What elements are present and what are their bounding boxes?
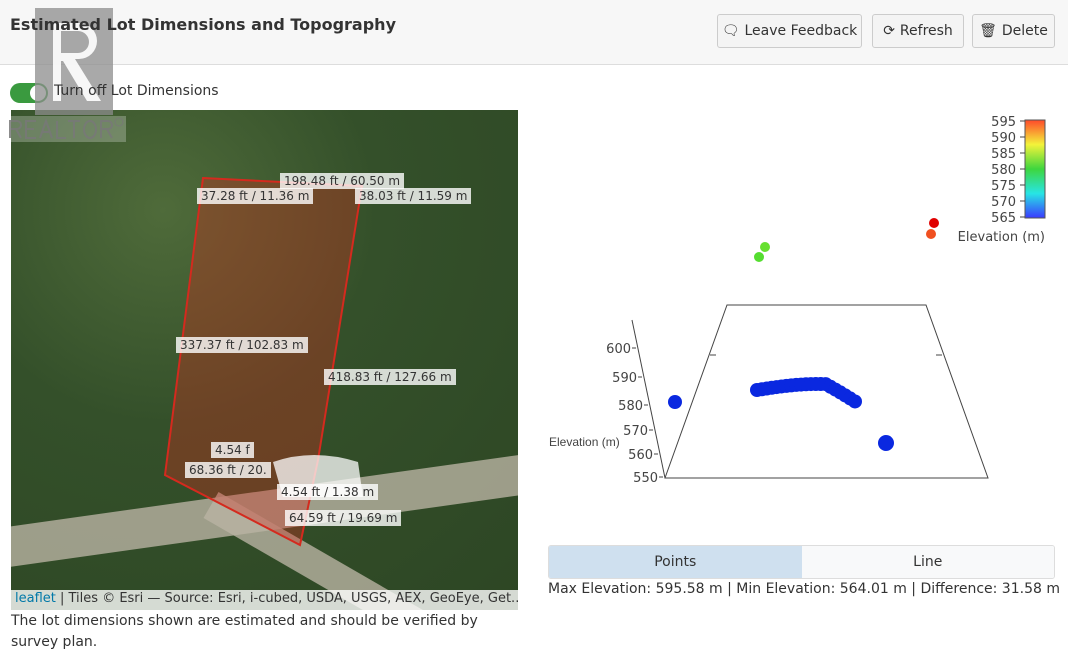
button-label: Delete (1001, 23, 1048, 39)
tab-line[interactable]: Line (801, 546, 1054, 578)
map-attribution: leaflet | Tiles © Esri — Source: Esri, i… (11, 590, 518, 610)
elevation-point[interactable] (760, 242, 770, 252)
colorbar-tick-label: 595 (991, 115, 1016, 130)
delete-button[interactable]: 🗑 Delete (972, 14, 1055, 48)
colorbar-tick-label: 580 (991, 163, 1016, 178)
dimension-label: 37.28 ft / 11.36 m (197, 188, 314, 204)
z-tick-label: 600 (606, 342, 631, 357)
dimension-label: 337.37 ft / 102.83 m (176, 337, 308, 353)
elevation-point[interactable] (878, 435, 894, 451)
colorbar (1024, 119, 1046, 219)
satellite-map[interactable]: 198.48 ft / 60.50 m 37.28 ft / 11.36 m 3… (11, 110, 518, 610)
dimension-label: 64.59 ft / 19.69 m (285, 510, 402, 526)
colorbar-tick-label: 575 (991, 179, 1016, 194)
realtor-watermark (6, 116, 126, 142)
attribution-text: | Tiles © Esri — Source: Esri, i-cubed, … (55, 591, 518, 606)
realtor-logo (35, 8, 113, 115)
elevation-point[interactable] (848, 394, 862, 409)
button-label: Leave Feedback (744, 23, 858, 39)
elevation-stats: Max Elevation: 595.58 m | Min Elevation:… (548, 581, 1060, 597)
trash-icon: 🗑 (979, 23, 997, 39)
colorbar-title: Elevation (m) (958, 230, 1045, 245)
colorbar-tick-label: 565 (991, 211, 1016, 226)
colorbar-tick-label: 585 (991, 147, 1016, 162)
lot-overlay (163, 176, 364, 547)
dimension-label: 4.54 ft / 1.38 m (277, 484, 379, 500)
elevation-point[interactable] (929, 218, 939, 228)
colorbar-tick-label: 590 (991, 131, 1016, 146)
elevation-point[interactable] (754, 252, 764, 262)
colorbar-tick-label: 570 (991, 195, 1016, 210)
dimension-label: 68.36 ft / 20. (185, 462, 271, 478)
z-tick-label: 570 (623, 424, 648, 439)
leaflet-link[interactable]: leaflet (15, 591, 56, 606)
z-axis (631, 319, 666, 479)
toggle-label: Turn off Lot Dimensions (54, 83, 219, 99)
dimension-label: 418.83 ft / 127.66 m (324, 369, 456, 385)
disclaimer-note: The lot dimensions shown are estimated a… (11, 613, 478, 650)
dimension-label: 4.54 f (211, 442, 254, 458)
view-tabs: Points Line (548, 545, 1055, 579)
refresh-button[interactable]: ⟳ Refresh (872, 14, 964, 48)
z-tick-label: 550 (633, 471, 658, 486)
floor-box (664, 304, 989, 479)
button-label: Refresh (899, 23, 953, 39)
z-axis-title: Elevation (m) (549, 435, 620, 449)
page-title: Estimated Lot Dimensions and Topography (10, 15, 396, 34)
panel-header: Estimated Lot Dimensions and Topography … (0, 0, 1068, 65)
elevation-point[interactable] (926, 229, 936, 239)
dimension-label: 38.03 ft / 11.59 m (355, 188, 472, 204)
z-tick-label: 580 (618, 399, 643, 414)
leave-feedback-button[interactable]: 🗨 Leave Feedback (717, 14, 862, 48)
refresh-icon: ⟳ (883, 23, 895, 39)
z-tick-label: 560 (628, 448, 653, 463)
z-tick-label: 590 (612, 371, 637, 386)
dimension-label: 198.48 ft / 60.50 m (280, 173, 405, 189)
comment-icon: 🗨 (721, 23, 740, 39)
tab-points[interactable]: Points (549, 546, 802, 578)
elevation-point[interactable] (668, 395, 682, 409)
